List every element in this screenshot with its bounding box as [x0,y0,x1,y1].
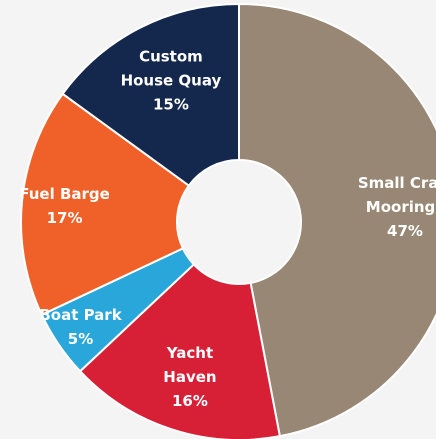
slice-custom-house-quay [61,2,240,187]
slice-label-line: Fuel Barge [19,185,110,203]
slice-label-line: 15% [153,96,189,114]
slice-label-line: Small Craft [358,174,436,192]
slice-label-boat-park: Boat Park 5% [39,306,122,348]
slice-fuel-barge [20,92,191,317]
slice-label-line: 17% [47,209,83,227]
slice-small-craft-moorings [238,2,436,438]
slice-label-line: Yacht [166,344,213,362]
slice-yacht-haven [78,263,282,439]
slice-label-line: House Quay [121,72,222,90]
slice-label-fuel-barge: Fuel Barge 17% [19,185,110,227]
slice-label-line: 16% [172,392,208,410]
slice-label-line: Moorings [366,198,436,216]
slice-label-small-craft-moorings: Small Craft Moorings 47% [358,174,436,240]
slice-label-line: 5% [68,330,93,348]
slice-label-line: Haven [163,368,216,386]
slice-label-yacht-haven: Yacht Haven 16% [163,344,216,410]
slice-label-line: Custom [139,48,203,66]
label-group: Small Craft Moorings 47% Yacht Haven 16% Boat … [19,48,436,410]
slice-label-line: 47% [387,222,423,240]
slice-label-line: Boat Park [39,306,122,324]
slice-label-custom-house-quay: Custom House Quay 15% [121,48,222,114]
slice-group [20,2,436,439]
